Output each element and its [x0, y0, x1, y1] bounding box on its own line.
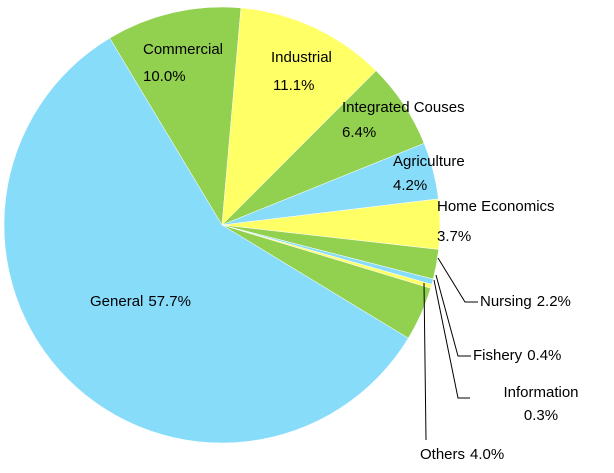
value-label: 4.0% — [470, 446, 504, 463]
slice-label: General 57.7% — [90, 293, 191, 310]
slice-label: Fishery 0.4% — [473, 347, 561, 364]
value-label: 0.3% — [524, 407, 558, 424]
value-label: 0.4% — [527, 347, 561, 364]
category-name: Fishery — [473, 347, 523, 364]
leader-line — [433, 279, 470, 399]
category-name: Nursing — [480, 293, 532, 310]
leader-line — [435, 274, 471, 357]
category-name: Home Economics — [437, 198, 555, 215]
value-label: 2.2% — [537, 293, 571, 310]
pie-slice — [3, 37, 409, 444]
value-label: 11.1% — [273, 77, 314, 94]
value-label: 57.7% — [148, 293, 191, 310]
leader-line — [437, 257, 478, 303]
category-name: General — [90, 293, 143, 310]
pie-slice — [221, 7, 377, 226]
value-label: 10.0% — [143, 68, 186, 85]
value-label: 6.4% — [342, 124, 376, 141]
value-label: 3.7% — [437, 228, 471, 245]
category-name: Industrial — [271, 49, 332, 66]
slice-label: Others 4.0% — [420, 446, 504, 463]
slice-label: Nursing 2.2% — [480, 293, 571, 310]
category-name: Others — [420, 446, 465, 463]
category-name: Integrated Couses — [342, 99, 465, 116]
value-label: 4.2% — [393, 177, 427, 194]
category-name: Commercial — [143, 41, 223, 58]
category-name: Information — [503, 384, 578, 401]
pie-slice — [109, 6, 242, 226]
leader-line — [423, 282, 427, 441]
category-name: Agriculture — [393, 153, 465, 170]
